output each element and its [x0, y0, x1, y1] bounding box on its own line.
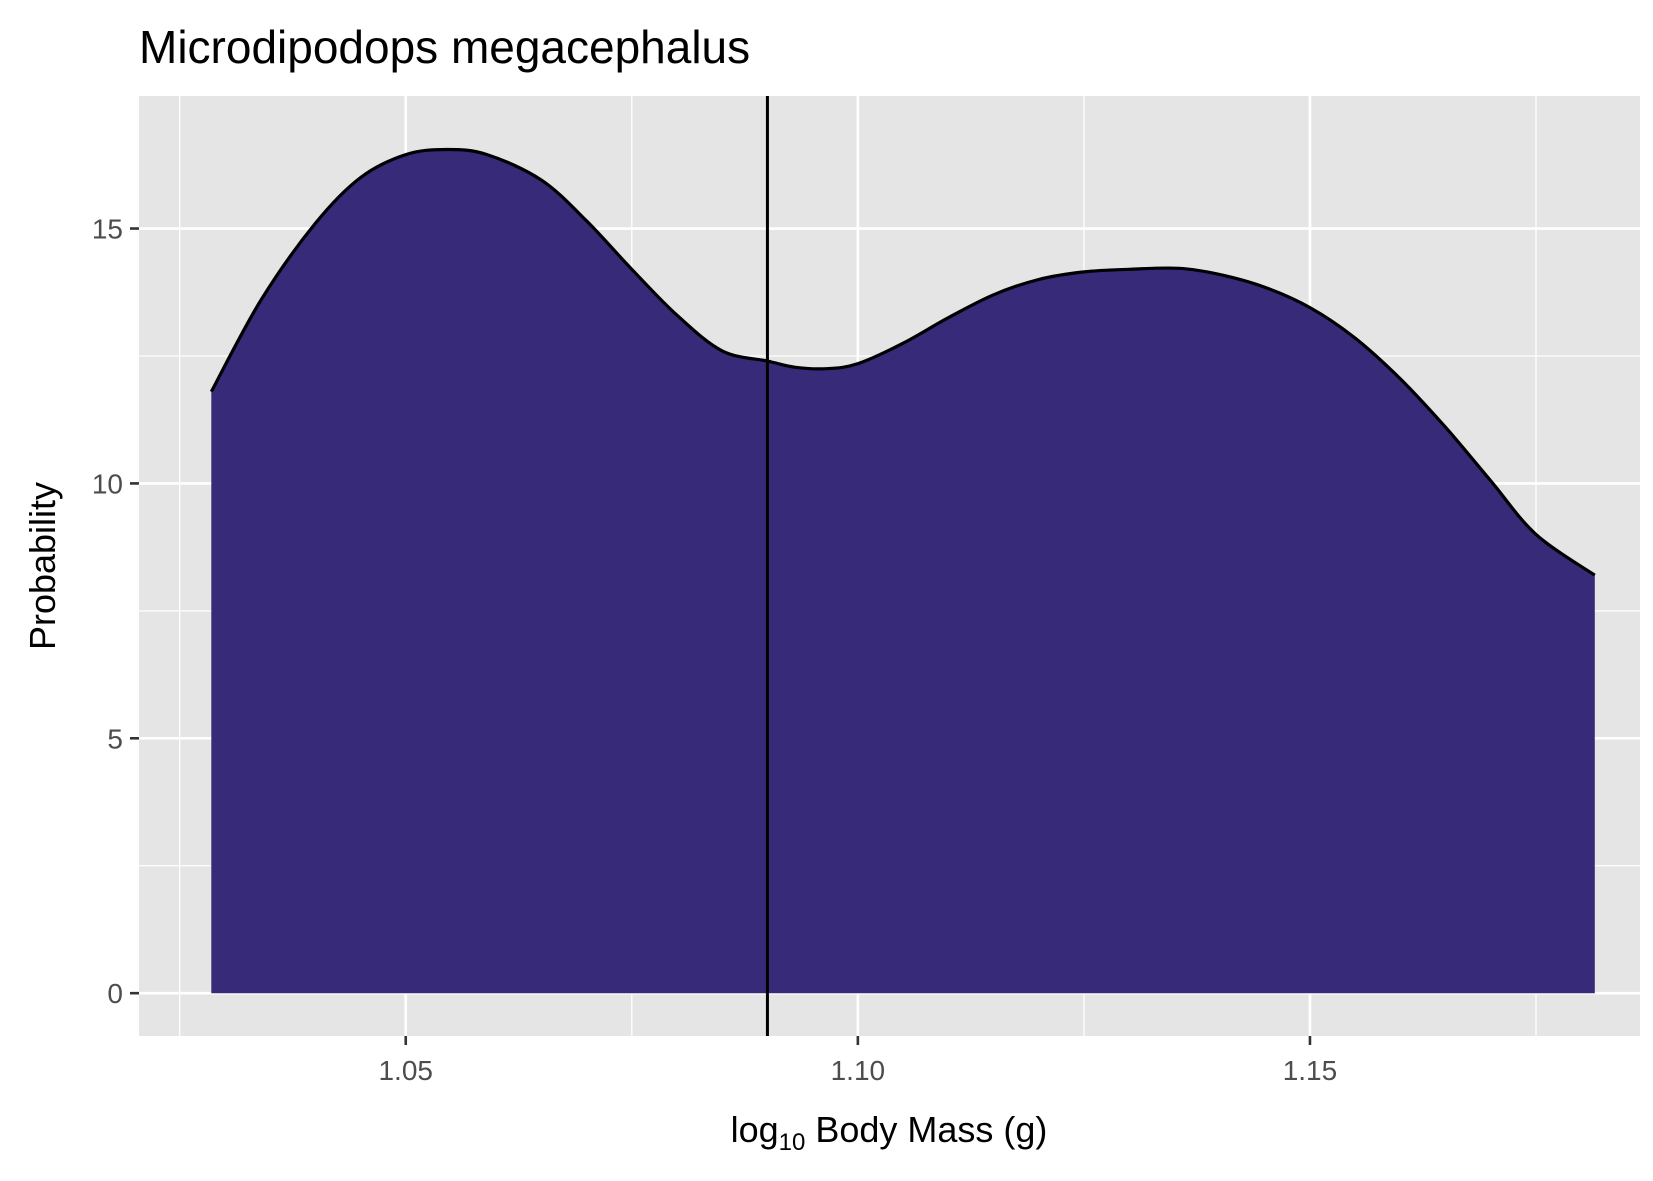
x-tick-label: 1.05: [378, 1055, 433, 1086]
x-axis-title-rest: Body Mass (g): [805, 1109, 1047, 1150]
x-axis-title-base: log: [731, 1109, 779, 1150]
x-tick-label: 1.10: [831, 1055, 886, 1086]
density-curve: [209, 147, 1596, 577]
y-tick-label: 5: [107, 723, 123, 754]
density-layer: [209, 96, 1596, 1036]
x-axis-title: log10 Body Mass (g): [731, 1109, 1048, 1156]
y-tick-label: 15: [92, 214, 123, 245]
chart-title: Microdipodops megacephalus: [139, 21, 750, 73]
y-tick-label: 0: [107, 978, 123, 1009]
x-tick-label: 1.15: [1283, 1055, 1338, 1086]
density-area: [211, 149, 1595, 994]
y-tick-label: 10: [92, 468, 123, 499]
axes: 0 5 10 15 1.05 1.10 1.15: [92, 214, 1337, 1086]
x-axis-title-subscript: 10: [779, 1129, 806, 1156]
y-axis-title: Probability: [22, 482, 63, 650]
